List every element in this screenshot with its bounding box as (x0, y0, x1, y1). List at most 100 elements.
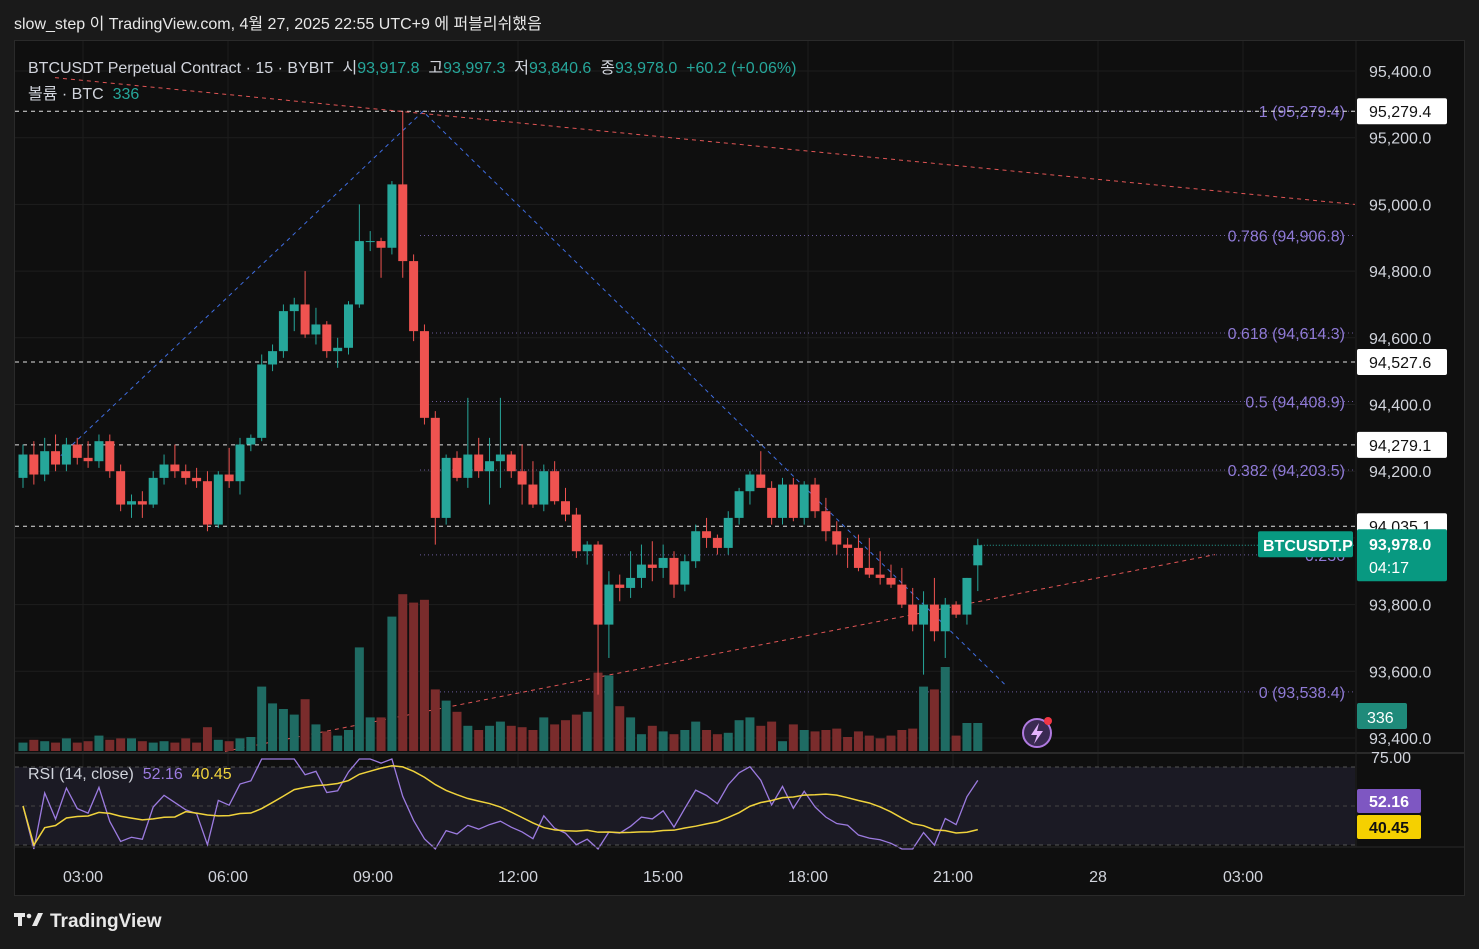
candle-body (517, 471, 527, 485)
volume-bar (311, 724, 321, 751)
legend-close-value: 93,978.0 (614, 60, 678, 77)
volume-bar (419, 599, 429, 751)
price-tag-text: 94,279.1 (1369, 438, 1431, 455)
rsi-value-tag-box (1357, 789, 1421, 813)
volume-bar (853, 731, 863, 751)
price-axis-label: 95,400.0 (1369, 64, 1431, 81)
legend-low-value: 93,840.6 (529, 60, 592, 77)
candle-body (593, 544, 603, 625)
volume-bar (636, 734, 646, 751)
candle-body (778, 484, 787, 518)
volume-bar (430, 689, 440, 751)
volume-bar (213, 739, 223, 751)
candle-body (257, 364, 267, 438)
candle-body (105, 441, 115, 472)
legend-high-label: 고 (428, 60, 444, 77)
candle-body (756, 474, 766, 488)
rsi-legend-label[interactable]: RSI (14, close) (28, 766, 134, 783)
candle-body (398, 184, 408, 262)
volume-bar (398, 594, 408, 751)
volume-bar (376, 717, 386, 751)
legend-symbol[interactable]: BTCUSDT Perpetual Contract · 15 · BYBIT (28, 60, 334, 77)
lightning-bolt-shape (1031, 723, 1043, 744)
volume-bar (712, 734, 722, 751)
price-axis-label: 93,600.0 (1369, 664, 1431, 681)
candle-body (441, 457, 451, 518)
volume-bar (821, 730, 831, 751)
volume-bar (864, 735, 874, 751)
volume-bar (170, 742, 180, 751)
volume-bar (224, 741, 234, 751)
volume-bar (300, 699, 310, 751)
candle-body (463, 454, 473, 478)
volume-bar (886, 735, 896, 751)
volume-bar (61, 738, 71, 751)
candle-body (853, 547, 863, 568)
candle-body (550, 471, 560, 502)
candle-body (897, 584, 907, 605)
volume-tag-box (1357, 703, 1407, 729)
volume-bar (571, 714, 581, 751)
volume-bar (181, 738, 191, 751)
legend-close-label: 종 (600, 60, 615, 77)
volume-bar (463, 725, 473, 751)
volume-bar (105, 739, 115, 751)
candle-body (333, 347, 343, 352)
volume-bar (756, 725, 766, 751)
volume-bar (192, 742, 202, 751)
rsi-line (22, 758, 979, 851)
candle-body (419, 331, 429, 418)
volume-bar (669, 734, 679, 751)
rsi-ma-line (22, 765, 978, 847)
volume-bar (409, 602, 419, 751)
candle-body (680, 561, 690, 585)
volume-bar (441, 700, 451, 751)
volume-bar (289, 714, 299, 751)
candle-body (311, 324, 321, 335)
volume-bar (344, 730, 353, 751)
candle-body (745, 474, 755, 492)
price-axis-label: 94,200.0 (1369, 464, 1431, 481)
price-tag-text: 95,279.4 (1369, 104, 1431, 121)
candle-body (561, 501, 570, 515)
candle-body (843, 544, 853, 548)
fib-level-label: 0.382 (94,203.5) (1228, 463, 1345, 480)
candle-body (929, 604, 939, 632)
volume-tag-text: 336 (1367, 710, 1394, 727)
candle-body (626, 577, 636, 588)
volume-legend-label[interactable]: 볼륨 · BTC (28, 86, 104, 103)
price-chart-svg[interactable]: 1 (95,279.4) 0.786 (94,906.8) 0.618 (94,61… (15, 41, 1464, 895)
volume-bar (539, 717, 549, 751)
legend-open-label: 시 (342, 60, 358, 77)
volume-bar (94, 735, 104, 751)
candle-body (799, 484, 809, 518)
volume-bar (506, 725, 516, 751)
tradingview-logo[interactable]: TradingView (14, 911, 162, 933)
candle-body (940, 604, 950, 632)
time-axis-label: 03:00 (63, 869, 103, 886)
volume-bar (474, 730, 484, 751)
price-axis-label: 93,400.0 (1369, 731, 1431, 748)
chart-frame[interactable]: 1 (95,279.4) 0.786 (94,906.8) 0.618 (94,61… (14, 40, 1465, 896)
candle-body (788, 484, 798, 518)
volume-bar (137, 741, 147, 751)
candle-body (127, 501, 136, 505)
candle-body (506, 454, 516, 472)
volume-bar (702, 730, 712, 751)
candle-body (571, 514, 581, 552)
candle-body (246, 437, 256, 445)
volume-bar (452, 711, 462, 751)
volume-bar (40, 741, 50, 751)
price-axis-label: 94,600.0 (1369, 331, 1431, 348)
price-axis-label: 94,400.0 (1369, 398, 1431, 415)
candle-body (354, 241, 364, 305)
volume-bar (116, 738, 126, 751)
zigzag-line (54, 110, 1006, 685)
ohlc-legend: BTCUSDT Perpetual Contract · 15 · BYBIT … (28, 54, 796, 78)
candle-body (289, 304, 299, 312)
time-axis-label: 18:00 (788, 869, 828, 886)
last-price-tag-box (1357, 529, 1447, 582)
candle-body (691, 531, 701, 562)
candle-body (864, 567, 874, 575)
volume-bar (202, 727, 212, 751)
